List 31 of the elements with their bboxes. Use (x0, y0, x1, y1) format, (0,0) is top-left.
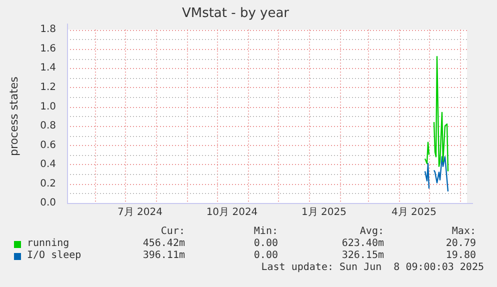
legend-label: I/O sleep (27, 250, 82, 263)
y-axis-title: process states (7, 76, 20, 156)
text: Min: (254, 226, 278, 237)
chart-title: VMstat - by year (182, 6, 290, 22)
legend-label: running (27, 238, 70, 250)
text: 0.00 (254, 238, 278, 249)
y-tick-label: 0.6 (40, 140, 56, 151)
text: 0.00 (254, 250, 278, 261)
text: Cur: (160, 226, 185, 237)
x-tick-label: 4月 2025 (392, 207, 436, 219)
x-tick-label: 10月 2024 (206, 207, 258, 219)
text: 20.79 (446, 238, 476, 249)
text: 19.80 (446, 250, 476, 261)
text: Last update: Sun Jun 8 09:00:03 2025 (261, 262, 484, 273)
y-tick-label: 1.8 (40, 24, 56, 36)
y-tick-label: 0.2 (40, 178, 56, 190)
text: 623.40m (342, 238, 384, 249)
x-tick-label: 1月 2025 (302, 207, 346, 219)
y-tick-label: 1.0 (40, 101, 56, 112)
text: 326.15m (342, 250, 384, 261)
y-tick-label: 1.2 (40, 82, 56, 93)
y-tick-label: 1.4 (40, 62, 56, 74)
text: Avg: (360, 226, 384, 237)
y-tick-label: 0.4 (40, 159, 56, 170)
text: Max: (452, 226, 476, 237)
y-tick-label: 0.0 (40, 198, 56, 209)
x-tick-label: 7月 2024 (118, 207, 162, 219)
y-tick-label: 0.8 (40, 120, 56, 132)
y-tick-label: 1.6 (40, 43, 56, 54)
text: 456.42m (142, 238, 185, 249)
text: 396.11m (142, 250, 185, 261)
